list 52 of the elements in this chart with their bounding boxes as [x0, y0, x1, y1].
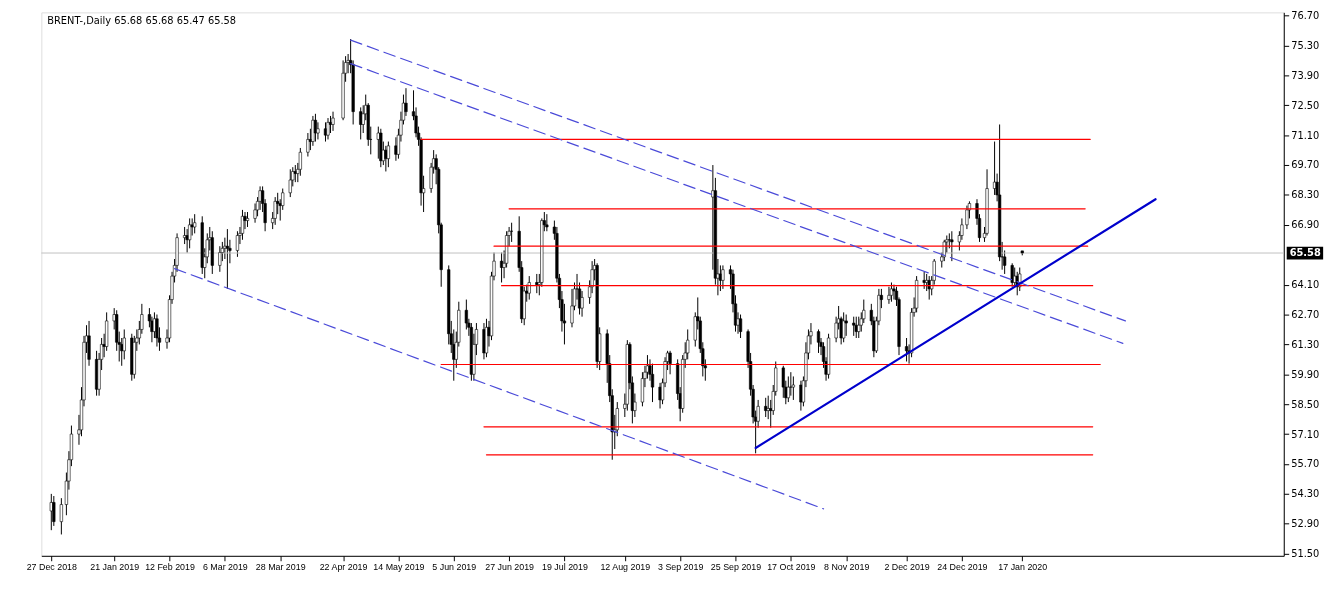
candlestick	[650, 363, 655, 403]
x-tick-label: 24 Dec 2019	[937, 562, 988, 573]
y-tick-label: 68.30	[1291, 189, 1320, 201]
y-tick-label: 57.10	[1291, 428, 1320, 440]
x-tick-label: 2 Dec 2019	[884, 562, 930, 573]
y-tick-label: 71.10	[1291, 129, 1320, 141]
y-tick-label: 51.50	[1291, 548, 1320, 560]
y-tick-label: 69.70	[1291, 159, 1320, 171]
candlestick	[155, 314, 159, 348]
candlestick	[218, 245, 222, 273]
y-tick-label: 64.10	[1291, 279, 1320, 291]
x-tick-label: 6 Mar 2019	[202, 562, 248, 573]
x-tick-label: 12 Aug 2019	[600, 562, 651, 573]
y-tick-label: 55.70	[1291, 458, 1320, 470]
x-tick-label: 12 Feb 2019	[145, 562, 195, 573]
candlestick	[658, 382, 662, 409]
x-tick-label: 3 Sep 2019	[657, 562, 704, 573]
y-tick-label: 59.90	[1291, 368, 1320, 380]
candlestick	[889, 282, 894, 303]
candlestick	[842, 311, 846, 343]
x-tick-label: 17 Jan 2020	[998, 562, 1048, 573]
candlestick	[721, 264, 725, 290]
x-tick-label: 27 Dec 2018	[26, 562, 77, 573]
candlestick	[52, 495, 56, 527]
chart-title: BRENT-,Daily 65.68 65.68 65.47 65.58	[47, 15, 237, 27]
x-tick-label: 8 Nov 2019	[824, 562, 870, 573]
x-tick-label: 5 Jun 2019	[432, 562, 477, 573]
y-tick-label: 66.90	[1291, 219, 1320, 231]
y-tick-label: 76.70	[1291, 10, 1320, 22]
y-tick-label: 73.90	[1291, 69, 1320, 81]
y-tick-label: 54.30	[1291, 488, 1320, 500]
candlestick	[49, 493, 53, 531]
y-tick-label: 61.30	[1291, 338, 1320, 350]
x-tick-label: 21 Jan 2019	[90, 562, 140, 573]
x-tick-label: 17 Oct 2019	[767, 562, 816, 573]
y-tick-label: 62.70	[1291, 308, 1320, 320]
x-tick-label: 19 Jul 2019	[542, 562, 588, 573]
candlestick	[887, 286, 891, 305]
y-tick-label: 58.50	[1291, 398, 1320, 410]
candlestick	[273, 196, 277, 226]
x-tick-label: 25 Sep 2019	[710, 562, 762, 573]
y-tick-label: 72.50	[1291, 99, 1320, 111]
x-tick-label: 22 Apr 2019	[319, 562, 368, 573]
x-tick-label: 14 May 2019	[373, 562, 425, 573]
x-tick-label: 27 Jun 2019	[485, 562, 535, 573]
candlestick	[510, 222, 514, 243]
candlestick	[482, 322, 486, 360]
ref-line-label: 65.58	[1289, 246, 1321, 258]
candlestick	[288, 168, 292, 198]
x-tick-label: 28 Mar 2019	[255, 562, 306, 573]
y-tick-label: 52.90	[1291, 518, 1320, 530]
y-tick-label: 75.30	[1291, 39, 1320, 51]
